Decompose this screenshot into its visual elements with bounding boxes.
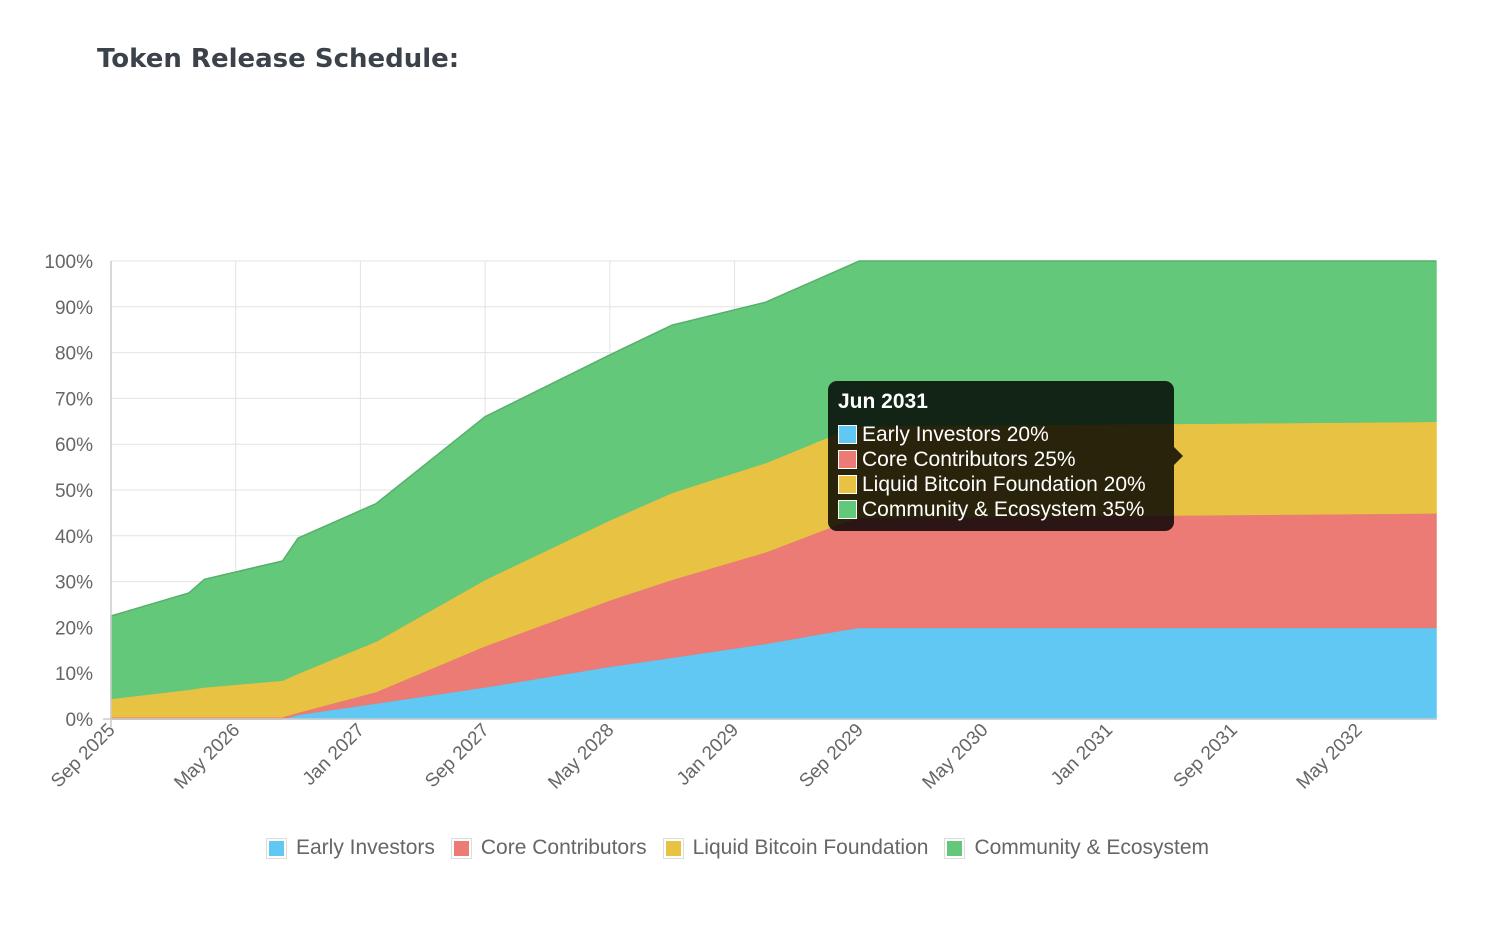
series-line-community-ecosystem [110,260,1436,617]
tooltip-row-label: Core Contributors 25% [862,447,1076,471]
legend-label: Liquid Bitcoin Foundation [692,836,929,859]
y-tick-label: 90% [55,298,93,319]
legend-item-community-ecosystem[interactable]: Community & Ecosystem [944,836,1210,860]
legend-swatch [944,837,966,859]
x-tick-label: Jan 2029 [673,720,743,790]
legend-label: Core Contributors [480,836,647,859]
x-axis-tick-labels: Sep 2025 May 2026 Jan 2027 Sep 2027 May 2028… [47,720,1366,794]
page-title: Token Release Schedule: [97,44,460,74]
y-tick-label: 70% [55,389,93,410]
tooltip-swatch [838,450,857,469]
tooltip-swatch [838,425,857,444]
x-tick-label: May 2032 [1293,720,1367,794]
tooltip-row: Early Investors 20% [838,422,1164,447]
chart-tooltip: Jun 2031 Early Investors 20% Core Contri… [828,381,1183,531]
legend-swatch [662,837,684,859]
x-tick-label: May 2030 [919,720,993,794]
y-tick-label: 10% [55,664,93,685]
x-tick-label: Jan 2027 [299,720,369,790]
tooltip-swatch [838,475,857,494]
legend-swatch [450,837,472,859]
legend-label: Early Investors [295,836,435,859]
y-tick-label: 100% [44,252,93,273]
legend-item-core-contributors[interactable]: Core Contributors [450,836,647,860]
legend-swatch [265,837,287,859]
tooltip-row: Community & Ecosystem 35% [838,497,1164,522]
x-tick-label: May 2028 [544,720,618,794]
tooltip-row: Core Contributors 25% [838,447,1164,472]
tooltip-swatch [838,500,857,519]
chart-legend: Early Investors Core Contributors Liquid… [0,836,1476,860]
x-tick-label: Jan 2031 [1047,720,1117,790]
y-tick-label: 30% [55,573,93,594]
y-tick-label: 0% [66,710,94,731]
area-community-ecosystem[interactable] [110,260,1437,700]
legend-item-liquid-bitcoin-foundation[interactable]: Liquid Bitcoin Foundation [662,836,929,860]
tooltip-row-label: Community & Ecosystem 35% [862,497,1145,521]
y-tick-label: 50% [55,481,93,502]
y-tick-label: 60% [55,435,93,456]
legend-label: Community & Ecosystem [974,836,1210,859]
tooltip-row-label: Early Investors 20% [862,422,1049,446]
x-tick-label: Sep 2031 [1170,720,1242,792]
chart-axes [103,261,1436,727]
y-tick-label: 40% [55,527,93,548]
y-tick-label: 80% [55,344,93,365]
y-axis-tick-labels: 0% 10% 20% 30% 40% 50% 60% 70% 80% 90% 100% [44,252,93,731]
tooltip-title: Jun 2031 [838,390,928,413]
tooltip-row: Liquid Bitcoin Foundation 20% [838,472,1164,497]
x-tick-label: May 2026 [170,720,244,794]
legend-item-early-investors[interactable]: Early Investors [265,836,435,860]
tooltip-row-label: Liquid Bitcoin Foundation 20% [862,472,1146,496]
y-tick-label: 20% [55,618,93,639]
x-tick-label: Sep 2027 [421,720,493,792]
x-tick-label: Sep 2029 [795,720,867,792]
